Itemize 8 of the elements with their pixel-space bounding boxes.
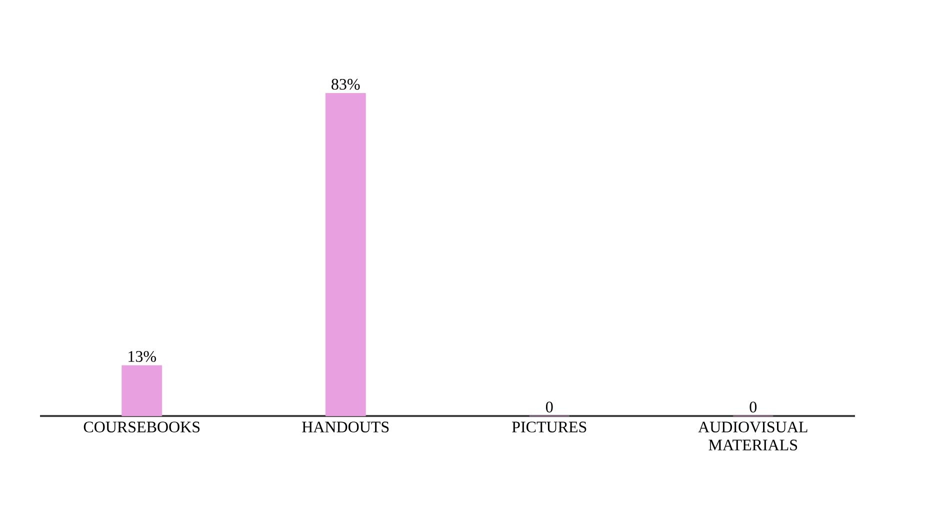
- data-label: 0: [546, 402, 553, 412]
- x-tick-label: HANDOUTS: [302, 422, 389, 432]
- x-tick-label: PICTURES: [512, 422, 586, 432]
- x-tick-label: COURSEBOOKS: [84, 422, 200, 432]
- x-tick-label: AUDIOVISUAL MATERIALS: [698, 422, 808, 450]
- data-label: 83%: [332, 78, 360, 90]
- data-label: 13%: [128, 351, 156, 362]
- data-label: 0: [750, 402, 757, 412]
